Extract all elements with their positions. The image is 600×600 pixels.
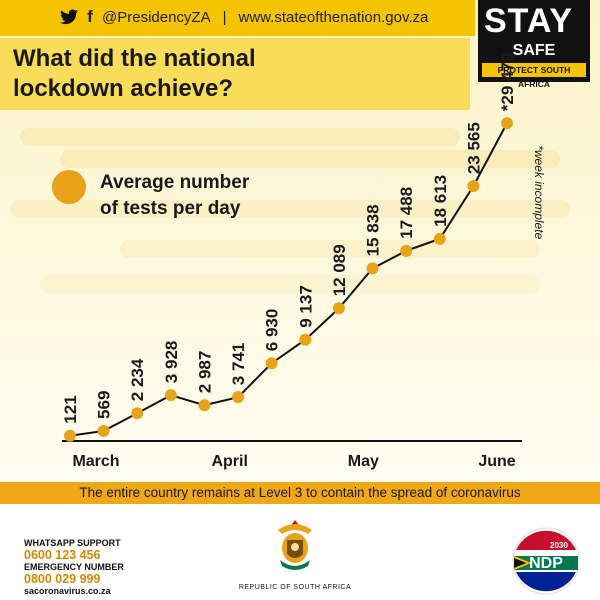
data-label: 9 137 [296,285,315,328]
data-label: 2 987 [195,351,214,394]
ndp-text: NDP [529,555,563,572]
data-label: 121 [61,395,80,423]
twitter-handle[interactable]: @PresidencyZA [102,8,211,26]
page-title: What did the national lockdown achieve? [13,44,256,104]
facebook-icon[interactable]: f [87,7,93,26]
badge-safe-text: SAFE [512,42,556,59]
data-label: 2 234 [128,358,147,401]
tests-line-chart: 121 569 2 234 3 928 2 987 3 741 6 930 9 137 12 0… [61,53,546,470]
legend-label: Average number of tests per day [100,170,249,222]
title-box: What did the national lockdown achieve? [0,38,470,110]
coat-label: REPUBLIC OF SOUTH AFRICA [238,584,352,591]
annotation-label: *week incomplete [532,145,546,239]
coat-of-arms-icon [278,520,312,570]
header-separator: | [222,8,227,26]
data-point [164,389,177,402]
title-line: lockdown achieve? [13,75,234,102]
data-label: 18 613 [431,175,450,227]
data-point [97,424,110,437]
social-links: f @PresidencyZA | www.stateofthenation.g… [60,7,428,27]
contact-block: WHATSAPP SUPPORT 0600 123 456 EMERGENCY … [24,538,124,597]
data-point [299,333,312,346]
data-label: 6 930 [263,309,282,352]
twitter-icon[interactable] [60,9,78,25]
brush-stroke [120,240,540,258]
data-point [366,262,379,275]
data-label: 17 488 [397,187,416,239]
badge-tagline: PROTECT SOUTH AFRICA [482,63,586,89]
data-label: 569 [95,391,114,419]
brush-stroke [10,200,570,218]
emergency-label: EMERGENCY NUMBER [24,562,124,572]
stay-safe-badge: STAY SAFE PROTECT SOUTH AFRICA [478,0,590,89]
level-banner-text: The entire country remains at Level 3 to… [79,485,521,500]
x-tick-label: March [72,453,119,470]
whatsapp-label: WHATSAPP SUPPORT [24,538,121,548]
level-banner: The entire country remains at Level 3 to… [0,482,600,504]
data-point [332,302,345,315]
data-point [131,407,144,420]
ndp-year: 2030 [550,541,568,550]
brush-stroke [40,275,540,293]
data-point [265,357,278,370]
footer: WHATSAPP SUPPORT 0600 123 456 EMERGENCY … [0,504,600,600]
x-tick-label: June [478,453,515,470]
legend-marker [52,170,86,204]
ndp-logo-icon: 2030 NDP [512,527,580,595]
x-tick-label: April [211,453,247,470]
data-point [198,399,211,412]
data-point [232,391,245,404]
site-link[interactable]: sacoronavirus.co.za [24,586,111,596]
data-label: 3 928 [162,341,181,384]
data-point [433,232,446,245]
data-point [501,117,513,130]
brush-stroke [20,128,460,146]
badge-stay-text: STAY [484,2,574,40]
whatsapp-number[interactable]: 0600 123 456 [24,548,101,562]
data-label: 12 089 [330,244,349,296]
title-line: What did the national [13,45,256,72]
data-label: 15 838 [364,204,383,256]
brush-stroke [60,150,560,168]
website-link[interactable]: www.stateofthenation.gov.za [238,8,429,26]
legend-line: Average number [100,172,250,193]
data-point [400,244,413,257]
legend-line: of tests per day [100,198,241,219]
data-point [64,429,76,442]
data-label: 23 565 [464,122,483,174]
data-label: 3 741 [229,343,248,386]
emergency-number[interactable]: 0800 029 999 [24,572,101,586]
header-bar: f @PresidencyZA | www.stateofthenation.g… [0,0,475,36]
data-label: *29 479 [498,53,517,112]
data-point [467,180,480,193]
x-tick-label: May [348,453,379,470]
